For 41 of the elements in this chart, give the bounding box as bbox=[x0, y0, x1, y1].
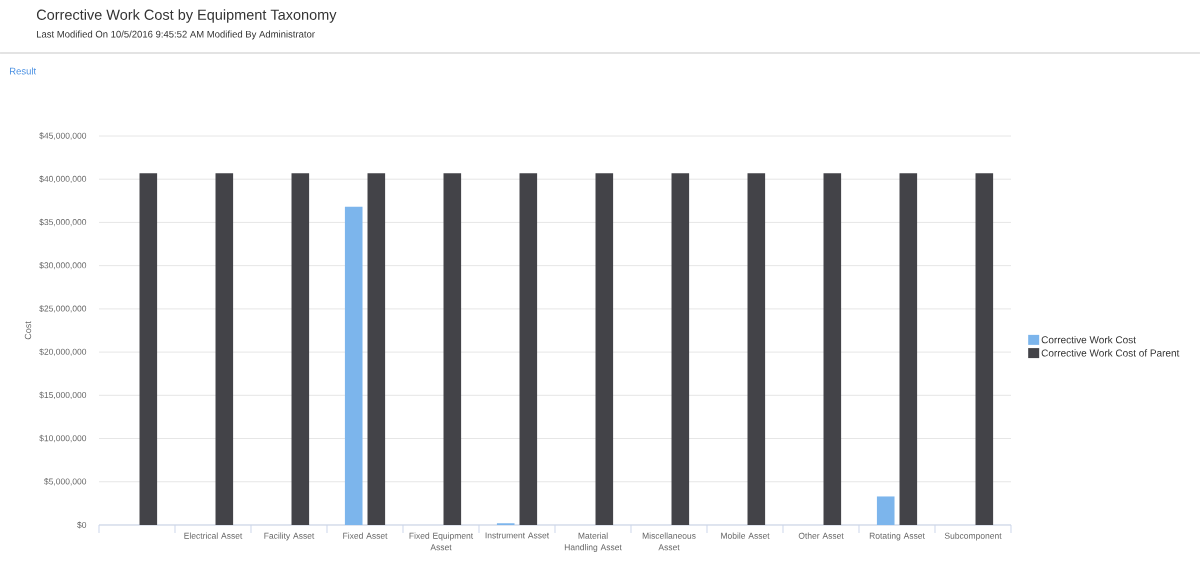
y-tick-label: $35,000,000 bbox=[39, 218, 87, 227]
x-tick-label: Material Handling Asset bbox=[564, 532, 622, 552]
x-tick-label: Other Asset bbox=[798, 532, 844, 539]
y-tick-label: $20,000,000 bbox=[39, 348, 87, 356]
bar bbox=[519, 173, 538, 525]
chart-subtitle: Last Modified On 10/5/2016 9:45:52 AM Modified By Administrator bbox=[36, 30, 315, 40]
bar bbox=[876, 496, 895, 525]
x-tick-label: Facility Asset bbox=[264, 532, 315, 541]
x-tick-label: Miscellaneous Asset bbox=[642, 532, 696, 551]
y-tick-label: $25,000,000 bbox=[39, 305, 87, 313]
x-tick-label: Instrument Asset bbox=[485, 532, 550, 539]
text: Result bbox=[9, 67, 37, 75]
bar bbox=[823, 173, 842, 525]
y-axis-title: Cost bbox=[24, 321, 32, 340]
bar bbox=[671, 173, 690, 525]
x-tick-label: Electrical Asset bbox=[184, 532, 243, 539]
y-tick-label: $40,000,000 bbox=[39, 175, 87, 183]
y-tick-label: $45,000,000 bbox=[39, 132, 87, 140]
legend-label: Corrective Work Cost of Parent bbox=[1041, 349, 1180, 357]
x-tick-label: Mobile Asset bbox=[721, 532, 770, 539]
bar bbox=[443, 173, 462, 525]
y-tick-label: $30,000,000 bbox=[39, 261, 87, 270]
x-tick-label: Subcomponent bbox=[944, 532, 1002, 541]
legend-label: Corrective Work Cost bbox=[1041, 335, 1136, 344]
bar bbox=[139, 173, 158, 525]
bar bbox=[975, 173, 994, 525]
x-tick-label: Fixed Equipment Asset bbox=[409, 532, 474, 551]
bar bbox=[291, 173, 310, 525]
x-tick-label: Fixed Asset bbox=[343, 532, 388, 539]
y-tick-label: $0 bbox=[77, 521, 87, 529]
y-tick-label: $15,000,000 bbox=[39, 391, 87, 400]
bar bbox=[899, 173, 918, 525]
bar bbox=[344, 206, 363, 525]
x-tick-label: Rotating Asset bbox=[869, 532, 925, 541]
y-tick-label: $5,000,000 bbox=[44, 478, 87, 486]
bar bbox=[215, 173, 234, 525]
bar bbox=[747, 173, 766, 525]
y-tick-label: $10,000,000 bbox=[39, 434, 87, 443]
chart-title: Corrective Work Cost by Equipment Taxonomy bbox=[36, 9, 337, 23]
bar bbox=[595, 173, 614, 525]
bar bbox=[367, 173, 386, 525]
